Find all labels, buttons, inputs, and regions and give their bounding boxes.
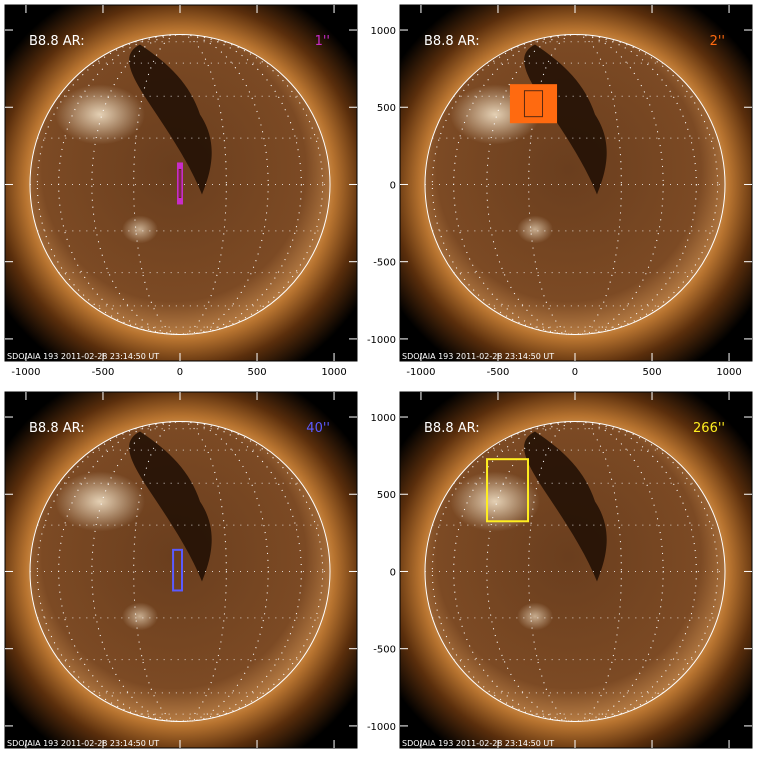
y-tick-label: 0 [390, 180, 396, 191]
flare-label: B8.8 AR: [29, 34, 85, 49]
meridian [133, 33, 227, 335]
y-tick-label: 1000 [371, 26, 396, 37]
limb [29, 33, 331, 335]
panel: B8.8 AR: 1'' SDO/AIA 193 2011-02-28 23:14:… [4, 4, 358, 378]
image: B8.8 AR: 2'' SDO/AIA 193 2011-02-28 23:14:… [400, 5, 752, 361]
flare-label: B8.8 AR: [424, 34, 480, 49]
y-tick-label: 500 [377, 103, 396, 114]
active-region [516, 215, 553, 244]
y-tick-label: -1000 [367, 335, 396, 346]
frame [399, 391, 753, 749]
panel: B8.8 AR: 40'' SDO/AIA 193 2011-02-28 23:14… [4, 391, 358, 749]
frame [4, 391, 358, 749]
meridian [91, 420, 269, 722]
x-tick-label: -1000 [406, 367, 435, 378]
flare-label: B8.8 AR: [29, 421, 85, 436]
meridian [431, 33, 719, 335]
footer: SDO/AIA 193 2011-02-28 23:14:50 UT [7, 739, 159, 748]
image: B8.8 AR: 266'' SDO/AIA 193 2011-02-28 23:1… [400, 392, 752, 748]
region-box [509, 84, 558, 124]
meridian [486, 33, 664, 335]
meridian [453, 420, 697, 722]
x-tick-label: 1000 [716, 367, 741, 378]
active-region [54, 471, 145, 532]
y-tick-label: 0 [390, 567, 396, 578]
limb [424, 33, 726, 335]
image: B8.8 AR: 1'' SDO/AIA 193 2011-02-28 23:14:… [5, 5, 357, 361]
meridian [58, 33, 302, 335]
y-tick-label: -500 [373, 258, 396, 269]
limb [424, 420, 726, 722]
meridian [36, 33, 324, 335]
coronal-hole [524, 44, 607, 195]
x-tick-label: -1000 [11, 367, 40, 378]
meridian [528, 33, 622, 335]
x-tick-label: 500 [247, 367, 266, 378]
panel: B8.8 AR: 2'' SDO/AIA 193 2011-02-28 23:14:… [367, 4, 753, 378]
resolution-label: 2'' [710, 34, 725, 49]
active-region [516, 602, 553, 631]
meridian [91, 33, 269, 335]
region-inner [523, 90, 544, 118]
coronal-hole [524, 431, 607, 582]
frame [4, 4, 358, 362]
coronal-hole [129, 431, 212, 582]
x-tick-label: 500 [642, 367, 661, 378]
resolution-label: 40'' [306, 421, 330, 436]
flare-label: B8.8 AR: [424, 421, 480, 436]
resolution-label: 266'' [693, 421, 725, 436]
meridian [486, 420, 664, 722]
frame [399, 4, 753, 362]
active-region [449, 471, 540, 532]
meridian [453, 33, 697, 335]
meridian [431, 420, 719, 722]
region-inner [178, 168, 182, 198]
meridian [133, 420, 227, 722]
limb [29, 420, 331, 722]
footer: SDO/AIA 193 2011-02-28 23:14:50 UT [402, 352, 554, 361]
y-tick-label: 500 [377, 490, 396, 501]
x-tick-label: 0 [572, 367, 578, 378]
meridian [36, 420, 324, 722]
active-region [121, 215, 158, 244]
panel: B8.8 AR: 266'' SDO/AIA 193 2011-02-28 23:1… [367, 391, 753, 749]
y-tick-label: 1000 [371, 413, 396, 424]
image: B8.8 AR: 40'' SDO/AIA 193 2011-02-28 23:14… [5, 392, 357, 748]
x-tick-label: 1000 [321, 367, 346, 378]
active-region [121, 602, 158, 631]
x-tick-label: -500 [487, 367, 510, 378]
footer: SDO/AIA 193 2011-02-28 23:14:50 UT [402, 739, 554, 748]
region-box [172, 548, 184, 592]
x-tick-label: 0 [177, 367, 183, 378]
active-region [54, 84, 145, 145]
resolution-label: 1'' [315, 34, 330, 49]
footer: SDO/AIA 193 2011-02-28 23:14:50 UT [7, 352, 159, 361]
y-tick-label: -500 [373, 645, 396, 656]
region-box [486, 458, 530, 523]
x-tick-label: -500 [92, 367, 115, 378]
y-tick-label: -1000 [367, 722, 396, 733]
meridian [58, 420, 302, 722]
coronal-hole [129, 44, 212, 195]
region-box [176, 162, 184, 205]
